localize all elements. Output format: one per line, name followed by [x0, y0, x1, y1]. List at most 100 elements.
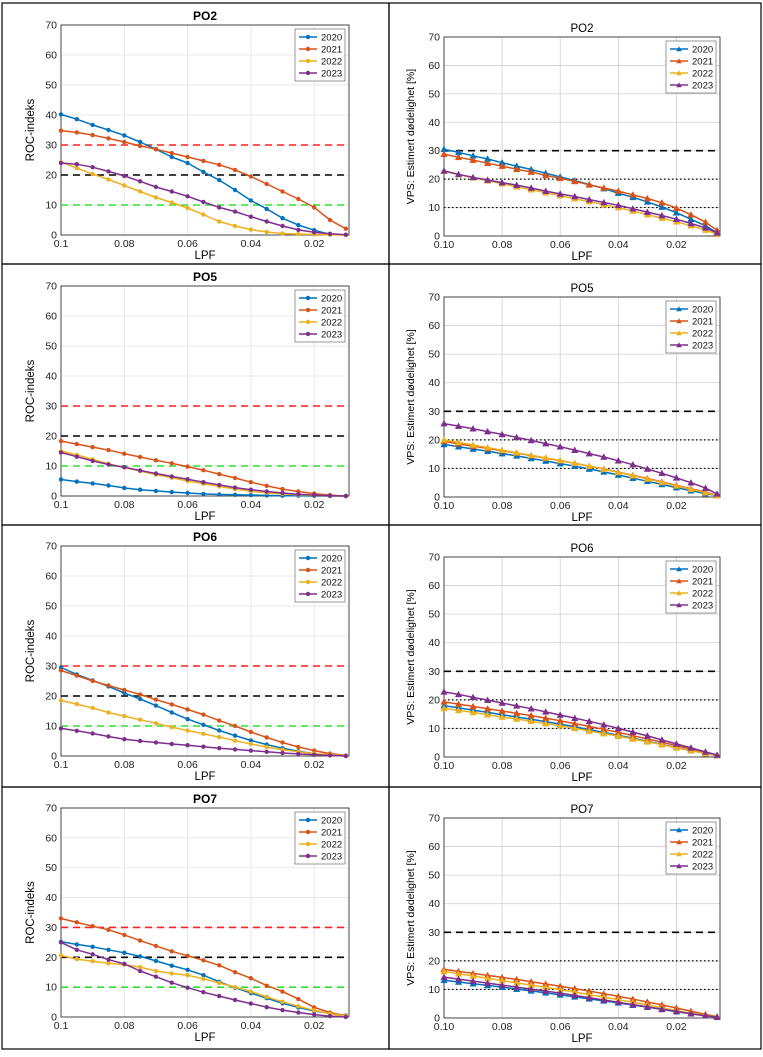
y-axis-label: ROC-indeks: [25, 359, 37, 422]
data-point: [153, 703, 159, 708]
legend-label: 2021: [321, 828, 342, 839]
series-2023: [440, 688, 721, 758]
data-point: [169, 741, 174, 747]
y-tick-label: 20: [428, 174, 440, 186]
data-point: [585, 727, 593, 734]
data-point: [280, 750, 285, 756]
data-point: [483, 696, 492, 703]
data-point: [280, 223, 285, 229]
data-point: [153, 147, 159, 152]
data-point: [585, 462, 593, 469]
series-2023: [58, 726, 349, 759]
x-tick-label: 0.10: [434, 239, 455, 251]
data-point: [280, 490, 285, 496]
table-cell: [388, 786, 762, 1050]
legend-label: 2022: [692, 850, 713, 861]
data-point: [248, 198, 254, 203]
y-tick-label: 10: [45, 200, 57, 212]
data-point: [153, 184, 159, 190]
data-point: [327, 493, 333, 498]
data-point: [440, 698, 448, 705]
data-point: [614, 468, 622, 476]
data-point: [658, 1005, 666, 1012]
data-point: [74, 728, 80, 733]
data-point: [153, 697, 159, 702]
data-point: [217, 980, 222, 986]
series-2022: [440, 436, 721, 499]
data-point: [556, 174, 564, 182]
x-axis-label: LPF: [194, 771, 215, 783]
y-axis-label: VPS: Estimert dødelighet [%]: [405, 69, 417, 204]
data-point: [513, 983, 521, 990]
y-tick-label: 60: [428, 60, 440, 72]
data-point: [122, 133, 127, 138]
data-point: [513, 448, 521, 456]
data-point: [498, 446, 506, 453]
data-point: [137, 696, 143, 702]
data-point: [498, 981, 506, 988]
data-point: [264, 206, 269, 212]
x-tick-label: 0.06: [550, 500, 571, 512]
legend-marker: [305, 46, 311, 52]
y-tick-label: 70: [428, 552, 440, 564]
data-point: [169, 702, 174, 707]
data-point: [687, 1009, 695, 1017]
y-tick-label: 30: [428, 145, 440, 157]
y-tick-label: 30: [428, 666, 440, 678]
y-tick-label: 10: [428, 202, 440, 214]
data-point: [687, 210, 695, 218]
data-point: [629, 191, 637, 198]
data-point: [672, 1007, 681, 1015]
legend-label: 2020: [321, 554, 342, 565]
series-2022: [440, 167, 721, 238]
data-point: [542, 454, 550, 461]
data-point: [440, 704, 448, 712]
legend-marker: [305, 567, 311, 573]
data-point: [106, 961, 111, 966]
data-point: [169, 949, 174, 954]
data-point: [687, 219, 695, 227]
data-point: [90, 132, 95, 138]
data-point: [232, 738, 238, 743]
y-tick-label: 20: [45, 691, 57, 703]
legend-marker: [676, 566, 682, 572]
data-point: [248, 975, 254, 981]
data-point: [264, 1004, 269, 1010]
data-point: [169, 154, 174, 160]
data-point: [296, 227, 301, 233]
data-point: [232, 223, 238, 229]
y-tick-label: 70: [45, 281, 57, 293]
x-axis-label: LPF: [571, 251, 592, 263]
data-point: [74, 920, 80, 925]
data-point: [74, 162, 80, 167]
data-point: [454, 153, 463, 161]
data-point: [280, 989, 285, 994]
series-2020: [58, 665, 349, 759]
data-point: [713, 1013, 721, 1020]
series-2023: [440, 973, 721, 1020]
series-2021: [440, 150, 721, 234]
data-point: [280, 216, 285, 221]
chart-title: PO6: [193, 530, 217, 544]
x-tick-label: 0.08: [492, 1021, 513, 1033]
data-point: [600, 184, 608, 191]
data-point: [90, 444, 95, 450]
y-tick-label: 30: [428, 927, 440, 939]
data-point: [137, 738, 143, 744]
data-point: [600, 729, 608, 737]
data-point: [296, 492, 301, 497]
legend-label: 2022: [321, 57, 342, 68]
data-point: [58, 477, 64, 482]
series-2023: [440, 419, 721, 497]
y-tick-label: 50: [428, 870, 440, 882]
plot-area: [60, 285, 350, 497]
data-point: [137, 968, 143, 974]
series-line-2022: [60, 954, 346, 1017]
data-point: [58, 726, 64, 731]
x-tick-label: 0.04: [241, 759, 262, 771]
data-point: [74, 165, 80, 171]
